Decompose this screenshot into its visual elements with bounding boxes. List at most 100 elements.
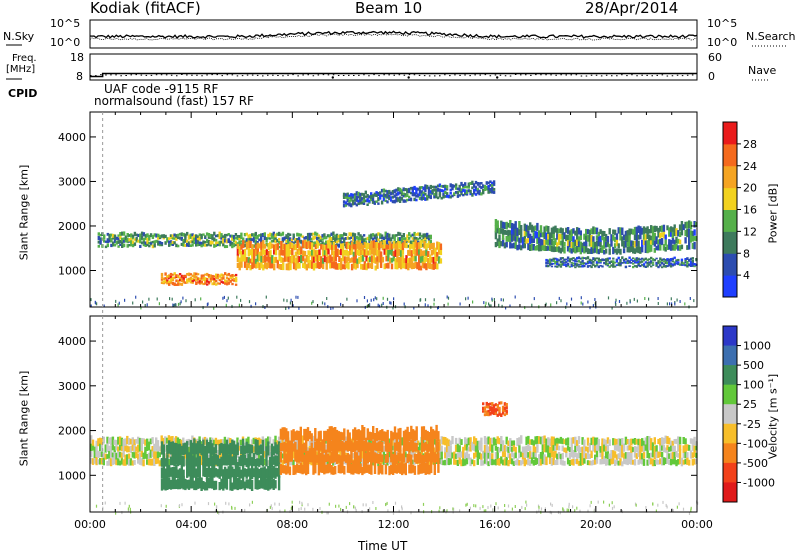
heatmap-cell <box>182 238 185 242</box>
heatmap-cell <box>191 233 194 237</box>
heatmap-cell <box>559 257 563 260</box>
heatmap-cell <box>204 453 207 466</box>
heatmap-cell <box>379 193 382 196</box>
heatmap-cell <box>206 283 209 286</box>
heatmap-cell <box>586 256 590 260</box>
heatmap-cell <box>162 280 165 283</box>
heatmap-cell <box>673 439 676 444</box>
heatmap-cell <box>179 302 181 306</box>
heatmap-cell <box>139 239 142 244</box>
heatmap-cell <box>668 261 671 264</box>
heatmap-cell <box>678 224 682 231</box>
heatmap-cell <box>310 232 313 236</box>
heatmap-cell <box>315 236 319 240</box>
heatmap-cell <box>635 265 638 268</box>
heatmap-cell <box>413 453 417 463</box>
heatmap-cell <box>117 245 120 248</box>
heatmap-cell <box>156 455 160 464</box>
heatmap-cell <box>612 438 615 446</box>
heatmap-cell <box>577 436 581 444</box>
heatmap-cell <box>97 235 100 240</box>
heatmap-cell <box>357 232 360 236</box>
heatmap-cell <box>626 301 628 305</box>
heatmap-cell <box>523 446 526 453</box>
heatmap-cell <box>223 476 227 489</box>
heatmap-cell <box>619 262 622 265</box>
heatmap-cell <box>326 511 328 515</box>
heatmap-cell <box>344 441 348 451</box>
heatmap-cell <box>148 297 150 301</box>
heatmap-cell <box>615 298 617 302</box>
heatmap-cell <box>290 440 293 452</box>
heatmap-cell <box>162 463 165 478</box>
heatmap-cell <box>570 262 573 264</box>
heatmap-cell <box>442 460 445 466</box>
heatmap-cell <box>301 464 304 475</box>
heatmap-cell <box>245 468 248 479</box>
heatmap-cell <box>682 224 685 231</box>
heatmap-cell <box>341 440 344 452</box>
heatmap-cell <box>236 295 238 299</box>
heatmap-cell <box>225 277 229 280</box>
heatmap-cell <box>539 245 543 252</box>
heatmap-cell <box>160 278 164 281</box>
heatmap-cell <box>594 241 597 249</box>
heatmap-cell <box>270 479 274 489</box>
heatmap-cell <box>414 253 417 262</box>
heatmap-cell <box>592 459 595 466</box>
heatmap-cell <box>462 185 465 189</box>
heatmap-cell <box>410 425 413 440</box>
heatmap-cell <box>603 240 606 249</box>
heatmap-cell <box>659 438 662 446</box>
heatmap-cell <box>671 230 675 238</box>
heatmap-cell <box>418 232 422 237</box>
heatmap-cell <box>682 437 685 444</box>
heatmap-cell <box>421 253 424 262</box>
heatmap-cell <box>691 257 694 260</box>
heatmap-cell <box>214 480 218 490</box>
heatmap-cell <box>278 245 281 249</box>
heatmap-cell <box>518 221 521 229</box>
heatmap-cell <box>646 226 649 234</box>
heatmap-cell <box>302 263 305 268</box>
heatmap-cell <box>243 240 247 244</box>
heatmap-cell <box>389 257 392 264</box>
heatmap-cell <box>97 240 100 244</box>
heatmap-cell <box>242 237 245 241</box>
heatmap-cell <box>426 430 429 441</box>
heatmap-cell <box>476 444 479 451</box>
heatmap-cell <box>344 454 348 463</box>
heatmap-cell <box>379 255 383 263</box>
heatmap-cell <box>668 446 671 452</box>
heatmap-cell <box>348 232 351 237</box>
heatmap-cell <box>265 438 268 446</box>
heatmap-cell <box>512 227 516 236</box>
heatmap-cell <box>572 245 575 253</box>
heatmap-cell <box>407 249 410 256</box>
heatmap-cell <box>115 240 118 245</box>
heatmap-cell <box>474 187 478 192</box>
heatmap-cell <box>635 503 637 507</box>
heatmap-cell <box>302 250 305 256</box>
heatmap-cell <box>492 183 496 186</box>
heatmap-cell <box>543 239 546 246</box>
heatmap-cell <box>392 306 394 310</box>
heatmap-cell <box>588 240 591 247</box>
heatmap-cell <box>500 241 503 247</box>
heatmap-cell <box>389 249 392 255</box>
heatmap-cell <box>269 250 272 257</box>
heatmap-cell <box>228 502 230 506</box>
heatmap-cell <box>225 282 229 286</box>
heatmap-cell <box>630 261 633 264</box>
heatmap-cell <box>677 230 680 237</box>
heatmap-cell <box>617 438 620 446</box>
heatmap-cell <box>392 253 395 262</box>
heatmap-cell <box>689 263 693 266</box>
heatmap-cell <box>330 440 333 452</box>
heatmap-cell <box>406 426 409 440</box>
heatmap-cell <box>375 192 378 197</box>
heatmap-cell <box>355 452 359 463</box>
heatmap-cell <box>384 231 387 236</box>
heatmap-cell <box>379 251 383 257</box>
heatmap-cell <box>604 258 608 261</box>
